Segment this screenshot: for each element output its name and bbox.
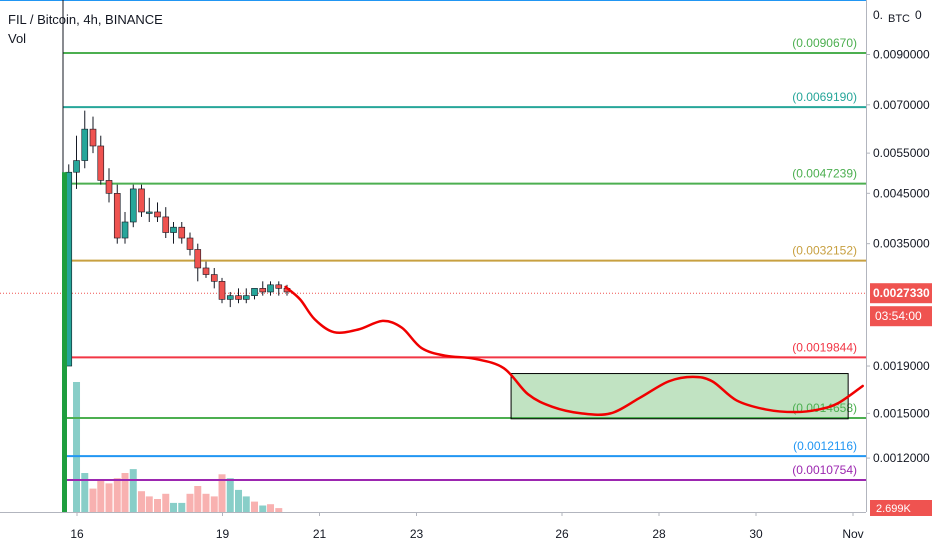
x-tick-label-0: 16 xyxy=(70,527,84,541)
candle-body-13 xyxy=(170,226,177,233)
x-tick-label-3: 23 xyxy=(410,527,424,541)
volume-bar-23 xyxy=(259,505,267,512)
volume-bar-10 xyxy=(154,499,162,512)
volume-bar-3 xyxy=(97,480,105,512)
level-label-3: (0.0032152) xyxy=(792,244,857,258)
price-axis-background xyxy=(866,0,932,550)
volume-bar-21 xyxy=(242,496,250,512)
volume-bar-6 xyxy=(121,473,129,512)
volume-value-badge xyxy=(870,500,932,516)
volume-bar-22 xyxy=(251,501,259,512)
volume-bar-4 xyxy=(105,483,113,512)
candle-body-11 xyxy=(154,211,161,218)
level-label-4: (0.0019844) xyxy=(792,340,857,354)
candle-body-18 xyxy=(210,274,218,282)
volume-bar-5 xyxy=(113,478,121,512)
volume-bar-2 xyxy=(89,488,97,512)
volume-bar-11 xyxy=(162,493,170,512)
volume-value-label: 2.699K xyxy=(876,503,912,515)
x-tick-label-5: 28 xyxy=(652,527,666,541)
volume-bar-13 xyxy=(178,502,186,512)
candle-body-9 xyxy=(138,188,145,213)
time-axis-background xyxy=(0,512,866,550)
y-tick-partial-left: 0. xyxy=(873,8,883,22)
candle-body-7 xyxy=(121,221,129,239)
projected-path-curve[interactable] xyxy=(284,285,864,417)
candle-body-1 xyxy=(73,160,80,173)
candle-body-15 xyxy=(186,237,194,250)
candle-body-4 xyxy=(97,145,105,181)
x-tick-label-7: Nov xyxy=(842,527,863,541)
y-tick-label-7: 0.0012000 xyxy=(873,451,930,465)
candle-body-25 xyxy=(267,284,274,293)
current-price-badge xyxy=(870,283,932,304)
candle-body-8 xyxy=(129,188,137,223)
volume-bar-14 xyxy=(186,493,194,512)
volume-bar-1 xyxy=(81,473,89,512)
candle-body-19 xyxy=(218,281,226,300)
candle-body-22 xyxy=(242,295,250,300)
y-tick-label-2: 0.0055000 xyxy=(873,146,930,160)
chart-legend: FIL / Bitcoin, 4h, BINANCE Vol xyxy=(8,12,163,46)
volume-bar-16 xyxy=(202,493,210,512)
volume-bar-7 xyxy=(129,469,137,512)
volume-bar-12 xyxy=(170,502,178,512)
level-label-7: (0.0010754) xyxy=(792,463,857,477)
countdown-label: 03:54:00 xyxy=(875,309,922,323)
listing-candle xyxy=(62,172,67,512)
candle-body-3 xyxy=(89,128,97,147)
volume-bar-18 xyxy=(218,474,226,512)
candle-body-20 xyxy=(226,295,234,300)
level-label-2: (0.0047239) xyxy=(792,167,857,181)
candle-body-5 xyxy=(105,180,113,194)
volume-bar-9 xyxy=(145,496,153,512)
volume-bar-15 xyxy=(194,486,202,512)
y-tick-label-0: 0.0090000 xyxy=(873,47,930,61)
volume-pane xyxy=(73,382,283,512)
y-tick-label-6: 0.0015000 xyxy=(873,406,930,420)
projection-layer[interactable] xyxy=(284,285,864,417)
volume-bar-24 xyxy=(267,504,275,512)
candle-body-12 xyxy=(162,216,170,233)
candle-body-23 xyxy=(251,288,258,296)
y-tick-label-5: 0.0019000 xyxy=(873,359,930,373)
volume-indicator-label[interactable]: Vol xyxy=(8,31,27,46)
x-tick-label-6: 30 xyxy=(749,527,763,541)
candle-body-6 xyxy=(113,193,121,239)
level-label-1: (0.0069190) xyxy=(792,90,857,104)
volume-bar-8 xyxy=(138,491,146,512)
candle-body-10 xyxy=(145,211,153,214)
volume-bar-25 xyxy=(275,508,283,512)
candle-body-2 xyxy=(81,128,89,161)
countdown-badge xyxy=(870,306,932,327)
y-tick-label-1: 0.0070000 xyxy=(873,98,930,112)
volume-bar-20 xyxy=(235,489,243,512)
level-label-6: (0.0012116) xyxy=(793,439,857,453)
x-tick-label-4: 26 xyxy=(555,527,569,541)
candle-body-16 xyxy=(194,249,202,269)
candle-body-17 xyxy=(202,267,210,275)
candle-body-24 xyxy=(259,288,267,293)
level-label-0: (0.0090670) xyxy=(792,36,857,50)
current-price-label: 0.0027330 xyxy=(873,286,930,300)
candles xyxy=(62,0,291,512)
y-tick-partial-right: 0 xyxy=(915,8,922,22)
y-tick-label-3: 0.0045000 xyxy=(873,186,930,200)
volume-bar-19 xyxy=(226,478,234,512)
y-tick-label-4: 0.0035000 xyxy=(873,237,930,251)
x-tick-label-2: 21 xyxy=(313,527,327,541)
candle-body-14 xyxy=(178,226,186,239)
x-tick-label-1: 19 xyxy=(216,527,230,541)
symbol-title[interactable]: FIL / Bitcoin, 4h, BINANCE xyxy=(8,12,163,27)
volume-bar-0 xyxy=(73,382,81,512)
price-unit-label: BTC xyxy=(888,13,910,25)
volume-bar-17 xyxy=(210,496,218,512)
candle-body-26 xyxy=(275,284,283,289)
candle-body-21 xyxy=(235,295,242,300)
